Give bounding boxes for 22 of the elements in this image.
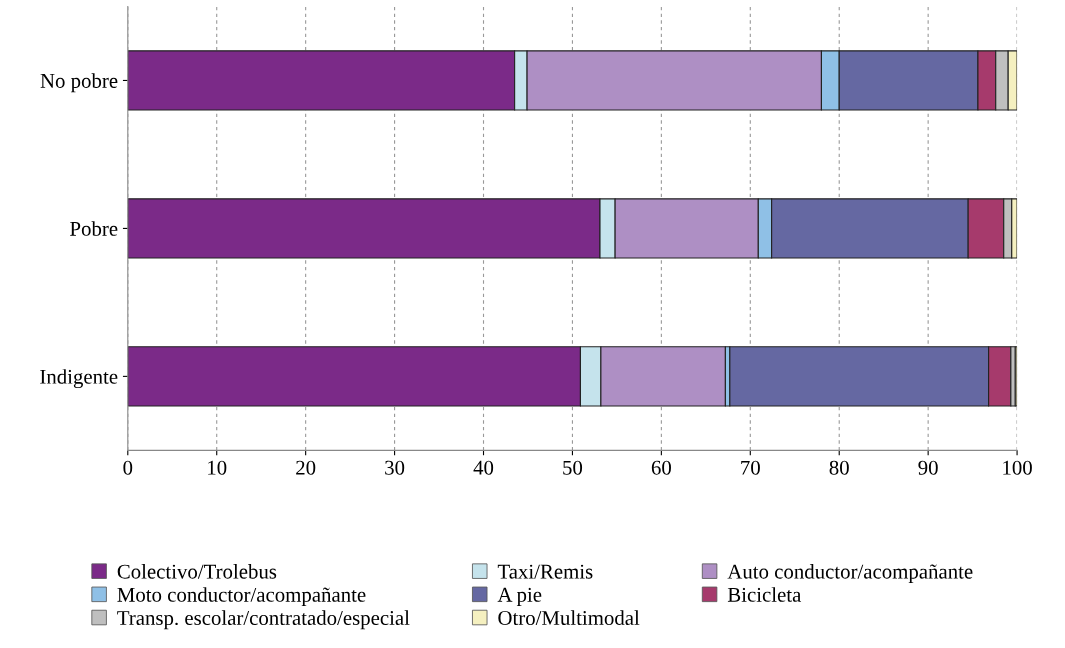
legend-label: A pie	[497, 587, 542, 607]
legend-label: Taxi/Remis	[497, 564, 593, 579]
y-tick-label: Indigente	[40, 369, 118, 389]
x-tick-label: 80	[829, 460, 849, 475]
x-tick-label: 30	[385, 460, 405, 475]
x-tick-label: 40	[473, 460, 494, 475]
legend-label: Colectivo/Trolebus	[117, 563, 277, 579]
x-tick-label: 0	[123, 460, 133, 475]
y-tick-label: No pobre	[40, 73, 118, 93]
x-tick-label: 70	[741, 460, 760, 475]
legend-label: Otro/Multimodal	[498, 610, 640, 626]
legend-label: Moto conductor/acompañante	[117, 587, 366, 607]
x-tick-label: 50	[563, 460, 583, 475]
legend-label: Transp. escolar/contratado/especial	[117, 610, 410, 630]
legend-label: Auto conductor/acompañante	[727, 563, 973, 583]
y-tick-label: Pobre	[70, 221, 118, 236]
x-tick-label: 60	[651, 460, 671, 475]
x-tick-label: 90	[918, 460, 938, 475]
x-tick-label: 10	[208, 460, 227, 475]
legend-label: Bicicleta	[727, 587, 802, 602]
x-tick-label: 20	[296, 460, 316, 475]
x-tick-label: 100	[1003, 460, 1032, 475]
